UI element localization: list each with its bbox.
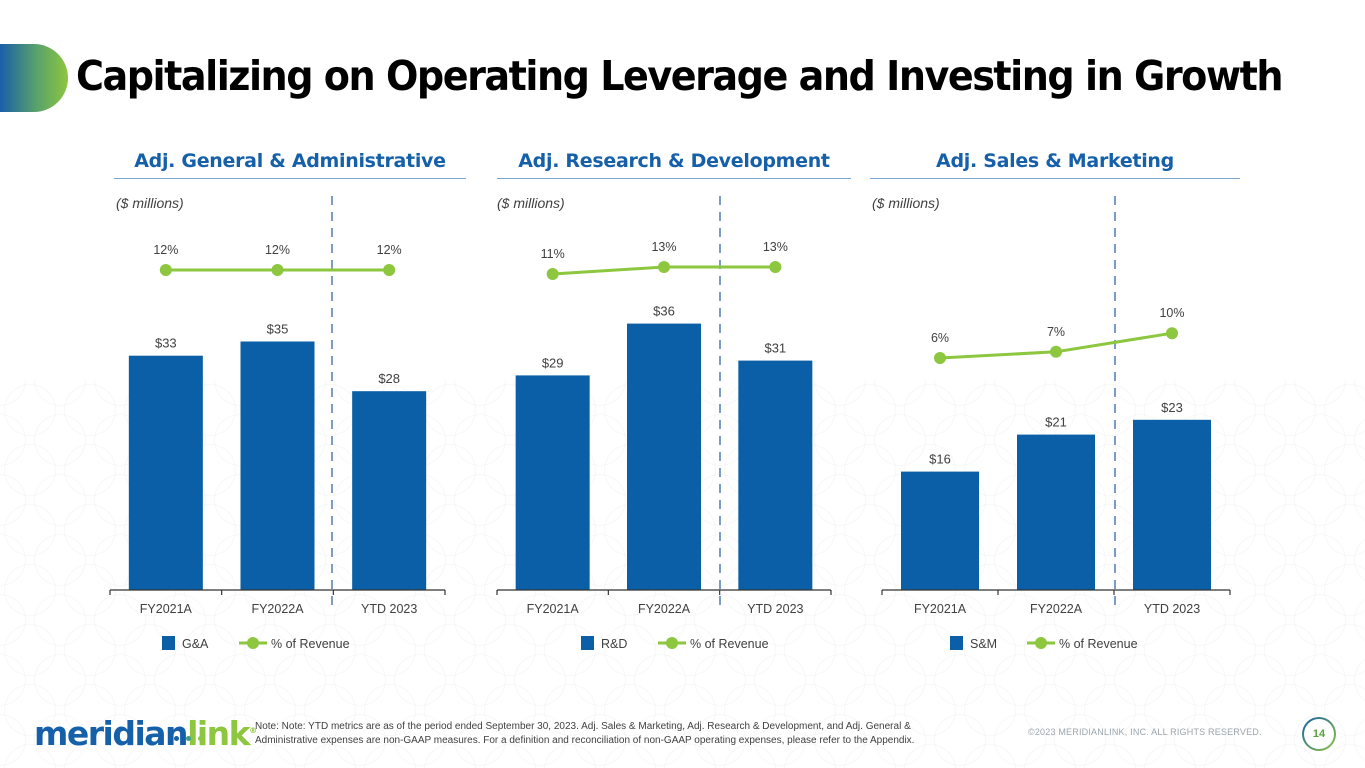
x-tick-label: FY2022A [638, 602, 691, 616]
title-accent-tab [0, 44, 68, 112]
legend-bar-swatch [162, 636, 175, 650]
page-title: Capitalizing on Operating Leverage and I… [76, 52, 1283, 100]
bar-value-label: $28 [378, 371, 400, 386]
x-tick-label: FY2022A [251, 602, 304, 616]
pct-revenue-marker [934, 352, 946, 364]
legend-line-marker [666, 637, 678, 649]
logo-text-meridian: meridian [34, 714, 189, 753]
bar-rd-0 [515, 375, 590, 590]
pct-revenue-label: 10% [1159, 306, 1184, 320]
legend-bar-swatch [950, 636, 963, 650]
page-number-badge: 14 [1302, 717, 1336, 751]
pct-revenue-label: 12% [153, 243, 178, 257]
legend-line-label: % of Revenue [271, 637, 350, 651]
bar-ga-2 [352, 391, 427, 590]
pct-revenue-label: 12% [377, 243, 402, 257]
pct-revenue-marker [383, 264, 396, 276]
pct-revenue-label: 11% [541, 247, 565, 261]
bar-rd-1 [627, 323, 701, 590]
pct-revenue-label: 7% [1047, 325, 1065, 339]
bar-value-label: $31 [764, 341, 786, 356]
bar-value-label: $23 [1161, 400, 1183, 415]
bar-value-label: $16 [929, 452, 951, 467]
chart-heading-ga: Adj. General & Administrative [114, 150, 466, 179]
pct-revenue-marker [1050, 345, 1062, 358]
legend-bar-label: S&M [970, 637, 997, 651]
bar-value-label: $33 [155, 336, 177, 351]
bar-ga-1 [240, 341, 315, 590]
bar-sm-1 [1017, 434, 1095, 590]
units-label-rd: ($ millions) [497, 195, 565, 211]
units-label-ga: ($ millions) [116, 195, 184, 211]
bar-sm-2 [1133, 419, 1211, 590]
logo-text-link: link [187, 714, 251, 753]
x-tick-label: FY2021A [140, 602, 193, 616]
pct-revenue-label: 13% [763, 240, 788, 254]
x-tick-label: YTD 2023 [1144, 602, 1200, 616]
chart-heading-sm: Adj. Sales & Marketing [870, 150, 1240, 179]
pct-revenue-marker [546, 268, 559, 280]
meridianlink-logo: meridianlink® [34, 708, 257, 758]
bar-value-label: $36 [653, 304, 675, 319]
bar-ga-0 [128, 355, 203, 590]
legend-line-marker [1035, 637, 1047, 649]
x-tick-label: FY2021A [914, 602, 967, 616]
pct-revenue-marker [271, 264, 284, 276]
pct-revenue-label: 6% [931, 331, 949, 345]
pct-revenue-label: 13% [651, 240, 676, 254]
x-tick-label: FY2022A [1030, 602, 1083, 616]
logo-dots [174, 710, 210, 749]
legend-bar-swatch [581, 636, 594, 650]
legend-line-label: % of Revenue [690, 637, 769, 651]
units-label-sm: ($ millions) [872, 195, 940, 211]
pct-revenue-marker [1166, 327, 1178, 340]
bar-value-label: $29 [542, 355, 564, 370]
bar-sm-0 [901, 471, 979, 590]
x-tick-label: YTD 2023 [747, 602, 803, 616]
pct-revenue-marker [159, 264, 172, 276]
pct-revenue-marker [658, 261, 670, 273]
bar-value-label: $21 [1045, 415, 1067, 430]
footer-note: Note: Note: YTD metrics are as of the pe… [255, 721, 915, 746]
pct-revenue-marker [769, 261, 782, 273]
legend-bar-label: G&A [182, 637, 209, 651]
pct-revenue-label: 12% [265, 243, 290, 257]
bar-value-label: $35 [267, 322, 289, 337]
x-tick-label: YTD 2023 [361, 602, 417, 616]
logo-registered-mark: ® [249, 726, 257, 735]
copyright: ©2023 MERIDIANLINK, INC. ALL RIGHTS RESE… [1028, 727, 1262, 737]
legend-line-label: % of Revenue [1059, 637, 1138, 651]
legend-bar-label: R&D [601, 637, 627, 651]
legend-line-marker [247, 637, 259, 649]
chart-heading-rd: Adj. Research & Development [497, 150, 851, 179]
bar-rd-2 [738, 360, 813, 590]
x-tick-label: FY2021A [527, 602, 580, 616]
